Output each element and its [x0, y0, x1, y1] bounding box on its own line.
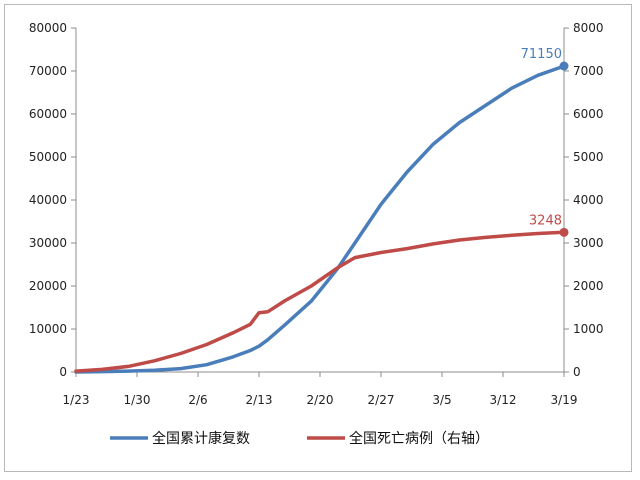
left-tick-label: 30000: [29, 236, 67, 250]
series-layer: 71150 3248: [74, 47, 569, 374]
legend: 全国累计康复数 全国死亡病例（右轴）: [110, 430, 489, 447]
right-tick-label: 4000: [573, 193, 604, 207]
series-line-recovered: [74, 64, 566, 374]
right-tick-label: 1000: [573, 322, 604, 336]
x-tick-label: 2/6: [188, 393, 207, 407]
left-tick-label: 70000: [29, 64, 67, 78]
series-line-deaths: [74, 230, 566, 373]
left-axis-ticks: 0 10000 20000 30000 40000 50000 60000 70000 8000…: [29, 21, 76, 379]
right-tick-label: 2000: [573, 279, 604, 293]
right-axis-ticks: 0 1000 2000 3000 4000 5000 6000 7000 8000: [564, 21, 604, 379]
left-tick-label: 10000: [29, 322, 67, 336]
end-point-recovered: [559, 61, 569, 71]
end-point-deaths: [559, 227, 569, 237]
right-tick-label: 8000: [573, 21, 604, 35]
right-tick-label: 3000: [573, 236, 604, 250]
x-tick-label: 1/23: [63, 393, 90, 407]
legend-label-recovered: 全国累计康复数: [152, 430, 250, 447]
right-tick-label: 0: [573, 365, 581, 379]
data-label-deaths: 3248: [529, 213, 562, 228]
legend-label-deaths: 全国死亡病例（右轴）: [349, 430, 489, 447]
x-tick-label: 3/19: [551, 393, 578, 407]
x-axis-ticks: 1/23 1/30 2/6 2/13 2/20 2/27 3/5 3/12 3/19: [63, 372, 578, 407]
x-tick-label: 1/30: [124, 393, 151, 407]
x-tick-label: 2/13: [246, 393, 273, 407]
right-tick-label: 5000: [573, 150, 604, 164]
x-tick-label: 2/20: [307, 393, 334, 407]
right-tick-label: 7000: [573, 64, 604, 78]
x-tick-label: 2/27: [368, 393, 395, 407]
right-tick-label: 6000: [573, 107, 604, 121]
data-label-recovered: 71150: [521, 47, 562, 62]
left-tick-label: 20000: [29, 279, 67, 293]
left-tick-label: 60000: [29, 107, 67, 121]
x-tick-label: 3/12: [490, 393, 517, 407]
x-tick-label: 3/5: [432, 393, 451, 407]
left-tick-label: 80000: [29, 21, 67, 35]
left-tick-label: 40000: [29, 193, 67, 207]
left-tick-label: 50000: [29, 150, 67, 164]
left-tick-label: 0: [59, 365, 67, 379]
